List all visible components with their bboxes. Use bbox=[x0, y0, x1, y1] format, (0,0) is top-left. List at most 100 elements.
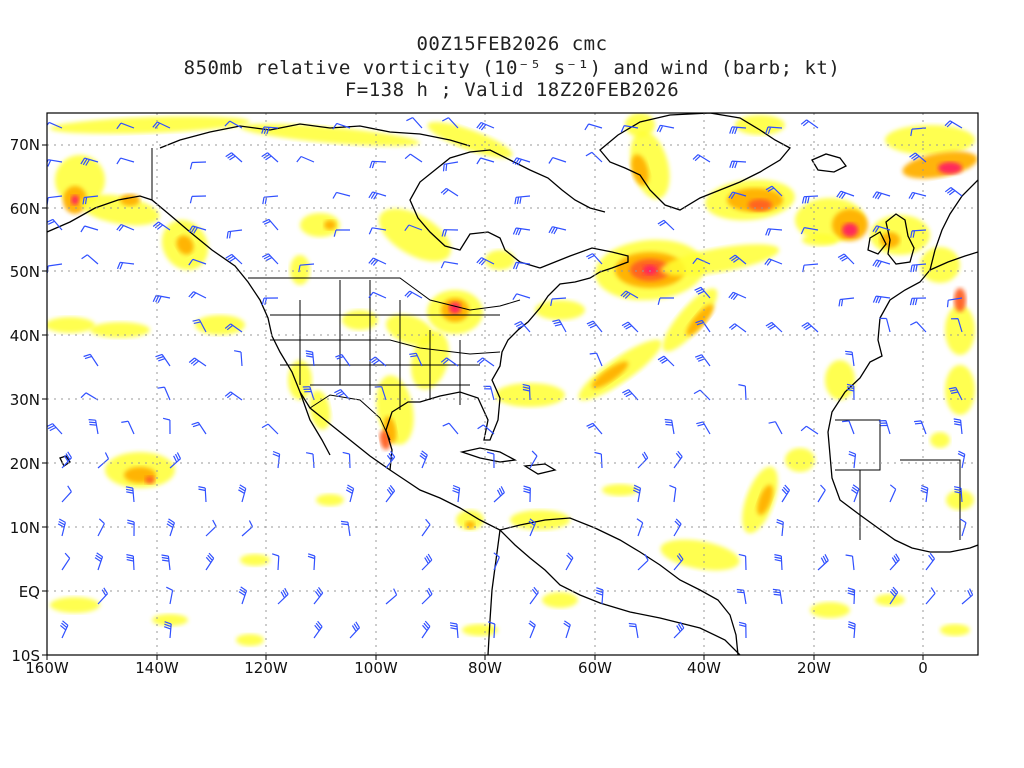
vorticity-contour bbox=[625, 113, 655, 137]
wind-barbs bbox=[47, 117, 974, 639]
wind-barb bbox=[409, 352, 423, 367]
vorticity-contour bbox=[316, 494, 344, 506]
vorticity-contour bbox=[145, 476, 155, 484]
lon-label: 140W bbox=[135, 659, 179, 677]
wind-barb bbox=[224, 120, 243, 129]
wind-barb bbox=[342, 451, 351, 469]
wind-barb bbox=[944, 120, 963, 129]
wind-barb bbox=[633, 484, 642, 503]
wind-barb bbox=[695, 319, 711, 333]
wind-barb bbox=[97, 587, 109, 605]
wind-barb bbox=[82, 195, 99, 205]
wind-barb bbox=[261, 126, 279, 135]
wind-barb bbox=[442, 161, 459, 172]
wind-barb bbox=[563, 620, 571, 639]
vorticity-contour bbox=[870, 215, 930, 255]
vorticity-contour bbox=[176, 235, 194, 255]
lat-label: 60N bbox=[10, 200, 40, 218]
wind-barb bbox=[948, 386, 963, 401]
lat-label: 40N bbox=[10, 327, 40, 345]
wind-barb bbox=[842, 420, 855, 435]
wind-barb bbox=[738, 621, 747, 639]
wind-barb bbox=[910, 127, 927, 137]
vorticity-contour bbox=[660, 539, 740, 571]
wind-barb bbox=[959, 518, 967, 537]
political-borders bbox=[151, 148, 961, 540]
vorticity-contour bbox=[465, 521, 475, 529]
wind-barb bbox=[272, 553, 280, 571]
vorticity-contour bbox=[300, 213, 340, 237]
wind-barb bbox=[189, 161, 207, 170]
wind-barb bbox=[192, 319, 207, 333]
wind-barb bbox=[512, 157, 531, 166]
lon-label: 60W bbox=[578, 659, 612, 677]
wind-barb bbox=[57, 518, 66, 537]
wind-barb bbox=[908, 191, 927, 200]
vorticity-contour bbox=[236, 634, 264, 646]
wind-barb bbox=[696, 421, 711, 435]
lat-label: 10N bbox=[10, 519, 40, 537]
wind-barb bbox=[421, 620, 431, 639]
wind-barb bbox=[925, 587, 936, 605]
wind-barb bbox=[345, 484, 355, 503]
wind-barb bbox=[404, 224, 423, 232]
wind-barb bbox=[47, 159, 63, 167]
wind-barb bbox=[157, 386, 171, 401]
wind-barb bbox=[368, 257, 387, 266]
wind-barb bbox=[910, 263, 927, 273]
wind-barb bbox=[262, 218, 279, 231]
wind-barb bbox=[442, 117, 459, 129]
wind-barb bbox=[673, 553, 684, 571]
wind-barb bbox=[694, 354, 711, 367]
wind-barb bbox=[80, 157, 99, 166]
wind-barb bbox=[586, 422, 603, 435]
wind-barb bbox=[620, 125, 639, 133]
lon-label: 100W bbox=[354, 659, 398, 677]
wind-barb bbox=[872, 191, 891, 200]
wind-barb bbox=[889, 484, 897, 503]
wind-barb bbox=[166, 518, 175, 537]
wind-barb bbox=[369, 160, 387, 169]
wind-barb bbox=[728, 191, 747, 200]
wind-barb bbox=[872, 295, 891, 304]
wind-barb bbox=[60, 620, 69, 639]
wind-barb bbox=[845, 350, 855, 367]
vorticity-contour bbox=[938, 162, 962, 174]
wind-barb bbox=[765, 228, 783, 236]
vorticity-contour bbox=[662, 288, 718, 352]
wind-barb bbox=[233, 350, 243, 367]
wind-barb bbox=[846, 383, 855, 401]
vorticity-contour bbox=[462, 624, 498, 636]
wind-barb bbox=[764, 258, 783, 266]
wind-barb bbox=[404, 153, 423, 163]
wind-barb bbox=[673, 518, 682, 537]
wind-barb bbox=[440, 187, 459, 197]
map-title-line1: 00Z15FEB2026 cmc bbox=[416, 33, 608, 55]
vorticity-contour bbox=[50, 597, 100, 613]
wind-barb bbox=[47, 218, 63, 231]
wind-barb bbox=[169, 452, 182, 469]
wind-barb bbox=[817, 554, 829, 571]
wind-barb bbox=[225, 152, 243, 163]
wind-barb bbox=[669, 484, 677, 503]
lon-label: 40W bbox=[687, 659, 721, 677]
vorticity-contour bbox=[945, 305, 975, 355]
lat-label: 10S bbox=[11, 647, 40, 665]
lat-label: 50N bbox=[10, 263, 40, 281]
wind-barb bbox=[313, 587, 324, 605]
vorticity-contour bbox=[954, 288, 966, 312]
vorticity-contour bbox=[802, 234, 838, 246]
wind-barb bbox=[729, 160, 747, 169]
wind-barb bbox=[848, 450, 857, 469]
map-title-line3: F=138 h ; Valid 18Z20FEB2026 bbox=[344, 79, 680, 101]
wind-barb bbox=[166, 586, 174, 605]
vorticity-contour bbox=[940, 624, 970, 636]
lon-axis: 160W 140W 120W 100W 80W 60W 40W 20W 0 bbox=[25, 659, 928, 677]
vorticity-contour bbox=[748, 199, 772, 211]
wind-barb bbox=[155, 353, 171, 367]
vorticity-contour bbox=[735, 115, 785, 135]
lat-axis: 70N 60N 50N 40N 30N 20N 10N EQ 10S bbox=[10, 136, 40, 665]
wind-barb bbox=[728, 323, 747, 333]
wind-barb bbox=[47, 121, 63, 129]
lon-label: 160W bbox=[25, 659, 69, 677]
